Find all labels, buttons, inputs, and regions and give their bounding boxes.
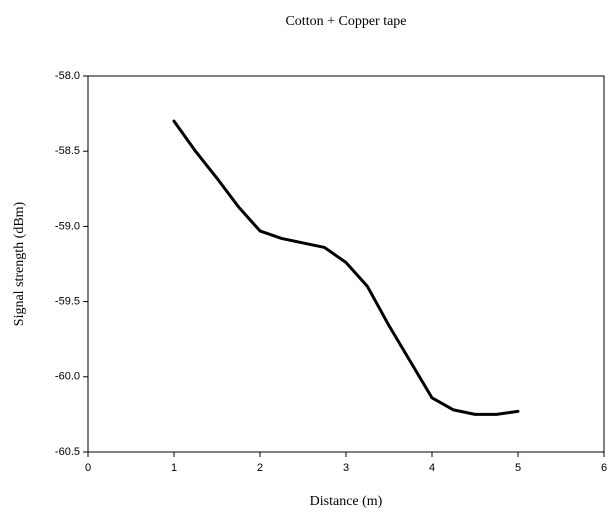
x-tick-label: 0: [85, 462, 91, 474]
y-tick-label: -58.5: [55, 145, 80, 157]
chart-title: Cotton + Copper tape: [285, 14, 406, 29]
y-axis-label: Signal strength (dBm): [12, 201, 27, 326]
y-tick-label: -58.0: [55, 70, 80, 82]
y-tick-label: -60.5: [55, 446, 80, 458]
x-axis-label: Distance (m): [310, 494, 383, 509]
x-tick-label: 5: [515, 462, 521, 474]
y-tick-label: -59.5: [55, 296, 80, 308]
x-tick-label: 1: [171, 462, 177, 474]
x-tick-label: 6: [601, 462, 607, 474]
x-tick-label: 4: [429, 462, 435, 474]
x-tick-label: 3: [343, 462, 349, 474]
y-tick-label: -60.0: [55, 371, 80, 383]
y-tick-label: -59.0: [55, 220, 80, 232]
line-series: [172, 119, 520, 416]
x-tick-label: 2: [257, 462, 263, 474]
